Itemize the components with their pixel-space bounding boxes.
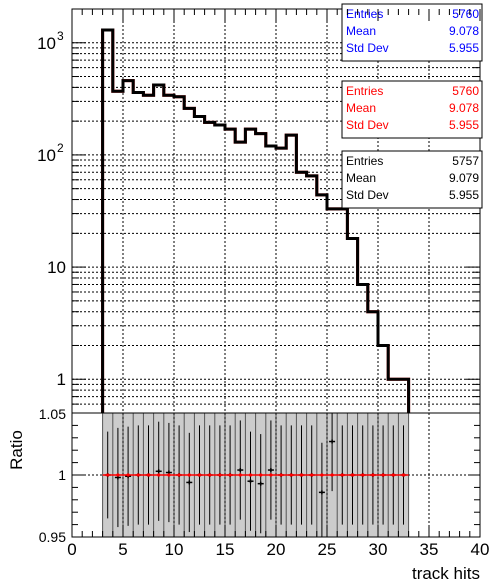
lower-x-tick-label: 20	[267, 540, 286, 559]
ratio-point-red	[136, 473, 140, 477]
stats-key: Mean	[346, 171, 376, 185]
ratio-point-red	[197, 473, 202, 477]
ratio-point-red	[116, 473, 120, 477]
stats-value: 9.079	[449, 171, 479, 185]
lower-tick-labels: 0 5 10 15 20 25 30 35 40 0.95 1 1.05	[39, 406, 490, 559]
stats-key: Mean	[346, 24, 376, 38]
lower-panel: 0 5 10 15 20 25 30 35 40 0.95 1 1.05 Ratio track hi…	[7, 9, 489, 583]
ratio-point-red	[208, 473, 212, 477]
stats-key: Entries	[346, 7, 383, 21]
ratio-point-red	[167, 473, 171, 477]
stats-key: Std Dev	[346, 188, 389, 202]
lower-x-tick-label: 10	[165, 540, 184, 559]
stats-boxes: Entries 5760 Mean 9.078 Std Dev 5.955 Entries 5…	[341, 3, 483, 209]
lower-y-tick-label: 1	[58, 467, 66, 483]
ratio-point-red	[320, 473, 324, 477]
stats-value: 9.078	[449, 24, 479, 38]
lower-y-tick-label: 1.05	[39, 406, 66, 422]
ratio-point-red	[259, 473, 263, 477]
lower-x-tick-label: 30	[369, 540, 388, 559]
upper-y-tick-label: 10	[37, 146, 56, 165]
upper-y-tick-exponent: 2	[57, 141, 64, 155]
ratio-point-red	[238, 473, 242, 477]
stats-key: Mean	[346, 101, 376, 115]
upper-y-tick-label: 10	[47, 258, 66, 277]
ratio-point-red	[218, 473, 222, 477]
upper-y-tick-label: 10	[37, 34, 56, 53]
stats-box	[341, 80, 483, 139]
lower-x-tick-label: 15	[216, 540, 235, 559]
stats-value: 5.955	[449, 41, 479, 55]
histogram-line	[101, 28, 411, 413]
ratio-point-red	[330, 473, 334, 477]
stats-value: 5760	[452, 7, 479, 21]
ratio-point-red	[106, 473, 110, 477]
lower-x-tick-label: 25	[318, 540, 337, 559]
stats-key: Std Dev	[346, 118, 389, 132]
ratio-point-red	[269, 473, 273, 477]
ratio-point-red	[401, 473, 406, 477]
upper-y-tick-exponent: 3	[57, 29, 64, 43]
stats-value: 5.955	[449, 118, 479, 132]
lower-x-tick-label: 5	[118, 540, 127, 559]
y-axis-title: Ratio	[7, 430, 26, 470]
ratio-point-red	[177, 473, 181, 477]
stats-value: 5.955	[449, 188, 479, 202]
x-axis-title: track hits	[412, 564, 480, 583]
ratio-point-red	[187, 473, 191, 477]
stats-box	[341, 150, 483, 209]
lower-x-tick-label: 0	[67, 540, 76, 559]
ratio-point-red	[228, 473, 232, 477]
stats-value: 5760	[452, 84, 479, 98]
ratio-point-red	[126, 473, 130, 477]
upper-histograms	[101, 28, 411, 413]
stats-key: Entries	[346, 84, 383, 98]
ratio-points	[102, 413, 409, 537]
ratio-point-red	[248, 473, 253, 477]
stats-box	[341, 3, 483, 62]
lower-x-tick-label: 40	[471, 540, 490, 559]
ratio-point-red	[361, 473, 365, 477]
stats-key: Entries	[346, 154, 383, 168]
ratio-point-red	[340, 473, 344, 477]
ratio-point-red	[157, 473, 161, 477]
ratio-point-red	[146, 473, 151, 477]
ratio-point-red	[279, 473, 283, 477]
ratio-point-red	[371, 473, 375, 477]
ratio-point-red	[391, 473, 395, 477]
ratio-point-red	[310, 473, 314, 477]
stats-value: 9.078	[449, 101, 479, 115]
lower-y-tick-label: 0.95	[39, 529, 66, 545]
stats-key: Std Dev	[346, 41, 389, 55]
lower-x-tick-label: 35	[420, 540, 439, 559]
ratio-point-red	[289, 473, 293, 477]
ratio-point-red	[381, 473, 385, 477]
ratio-point-red	[299, 473, 304, 477]
lower-ticks	[71, 9, 481, 538]
upper-y-tick-label: 1	[57, 370, 66, 389]
ratio-point-red	[350, 473, 355, 477]
stats-value: 5757	[452, 154, 479, 168]
